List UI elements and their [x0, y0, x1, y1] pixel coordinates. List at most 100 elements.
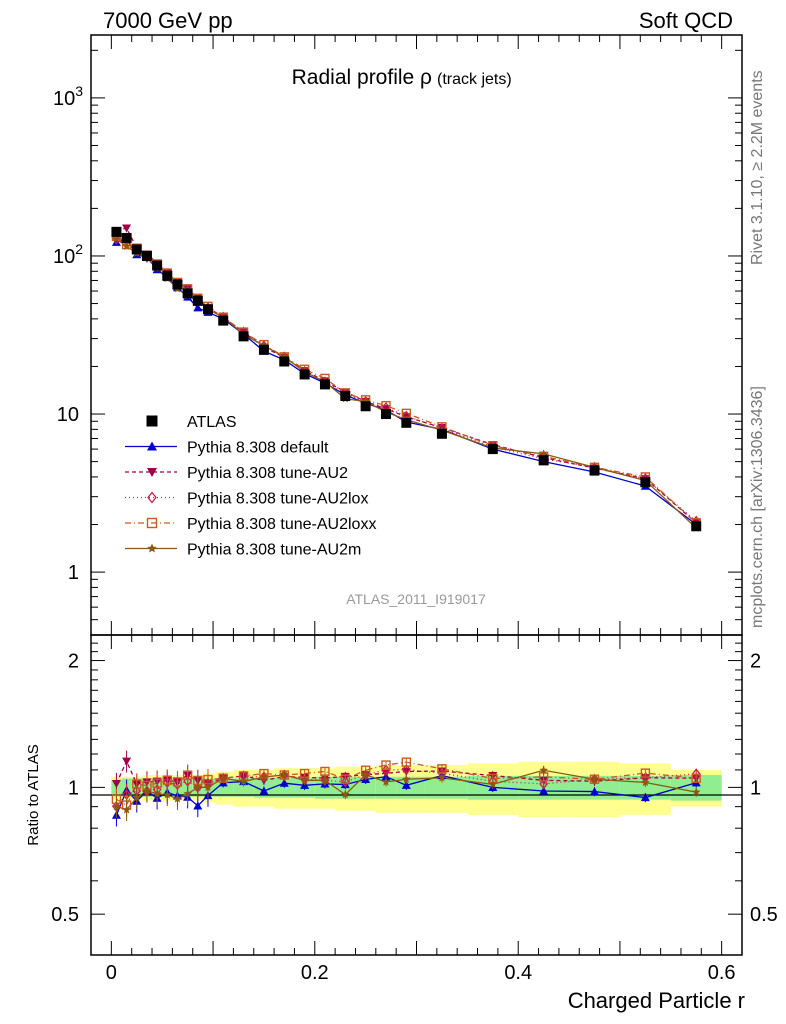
- legend-marker: [146, 517, 158, 529]
- ratio-series-4-point: [239, 777, 248, 786]
- main-series-line-4: [116, 238, 697, 529]
- ratio-series-4-point: [279, 770, 289, 779]
- atlas-data-point: [691, 521, 702, 532]
- legend-marker: [147, 491, 157, 504]
- ratio-series-0-point: [401, 780, 411, 789]
- main-series-0-point: [111, 237, 121, 246]
- ratio-series-1-point: [122, 757, 132, 766]
- ratio-series-4-point: [163, 790, 172, 799]
- chart-subtitle: (track jets): [437, 71, 512, 88]
- ratio-series-1-point: [111, 779, 121, 789]
- ratio-series-4-point: [183, 789, 192, 798]
- ratio-series-0-point: [590, 787, 600, 796]
- ratio-series-2-point: [340, 776, 350, 788]
- atlas-data-point: [192, 295, 203, 306]
- atlas-data-point: [640, 477, 651, 488]
- ratio-series-4-point: [539, 765, 548, 774]
- ratio-series-4-point: [152, 789, 162, 798]
- main-y-tick-label: 102: [53, 241, 83, 268]
- main-axes: 1 10 102 103: [53, 35, 742, 636]
- ratio-series-4-point: [203, 782, 213, 792]
- ratio-panel: 0.5 0.5 1 1 2 2 Ratio to ATLAS: [25, 634, 778, 956]
- main-series-1-point: [122, 224, 132, 233]
- ratio-series-0-point: [640, 793, 650, 802]
- ratio-series-2-point: [539, 778, 549, 790]
- legend-label: Pythia 8.308 tune-AU2loxx: [187, 516, 376, 533]
- ratio-inner-band-bin: [375, 776, 397, 799]
- header-right-label: Soft QCD: [639, 8, 733, 33]
- x-tick-label: 0: [106, 962, 117, 984]
- atlas-data-point: [340, 391, 351, 402]
- legend-label: Pythia 8.308 tune-AU2: [187, 465, 348, 482]
- atlas-data-point: [380, 409, 391, 420]
- atlas-data-point: [121, 232, 132, 243]
- legend-label: ATLAS: [187, 414, 237, 431]
- ratio-series-3-point: [182, 770, 193, 780]
- ratio-series-3-point: [437, 764, 447, 774]
- atlas-data-point: [238, 331, 249, 342]
- main-series-line-1: [116, 227, 697, 524]
- analysis-id: ATLAS_2011_I919017: [346, 591, 486, 607]
- ratio-series-4-point: [259, 772, 269, 781]
- ratio-series-3-point: [340, 774, 350, 784]
- legend-label: Pythia 8.308 tune-AU2lox: [187, 491, 368, 508]
- ratio-series-4-point: [381, 777, 391, 786]
- ratio-series-4-point: [173, 794, 182, 803]
- ratio-series-4-point: [488, 779, 498, 788]
- ratio-series-line-2: [115, 768, 697, 807]
- ratio-y-tick-label: 0.5: [51, 904, 79, 926]
- ratio-series-4-point: [122, 805, 131, 814]
- main-y-tick-label: 103: [53, 83, 83, 110]
- legend-marker: [147, 543, 157, 553]
- mcplots-side-label: mcplots.cern.ch [arXiv:1306.3436]: [749, 386, 766, 628]
- ratio-series-3-point: [640, 768, 651, 778]
- atlas-data-point: [299, 369, 310, 380]
- ratio-series-4-point: [691, 787, 701, 796]
- ratio-series-4-point: [590, 774, 599, 783]
- main-series-lines: [116, 227, 697, 529]
- x-tick-labels: 0 0.2 0.4 0.6: [106, 962, 736, 984]
- ratio-series-4-point: [218, 773, 228, 782]
- ratio-series-line-3: [116, 761, 697, 806]
- main-series-markers: [111, 224, 702, 532]
- ratio-series-4-point: [132, 793, 142, 802]
- atlas-data-point: [172, 279, 183, 290]
- atlas-data-point: [111, 226, 122, 237]
- atlas-data-point: [589, 465, 600, 476]
- ratio-series-0-point: [539, 786, 549, 795]
- ratio-y-axis-label: Ratio to ATLAS: [25, 744, 42, 845]
- atlas-data-point: [152, 260, 163, 271]
- chart-title: Radial profile ρ: [292, 66, 432, 89]
- atlas-data-point: [141, 250, 152, 261]
- ratio-series-2-point: [401, 764, 411, 776]
- atlas-data-point: [401, 417, 412, 428]
- legend-marker: [147, 468, 157, 477]
- ratio-inner-band-bin: [233, 778, 254, 797]
- ratio-series-3-point: [172, 777, 183, 787]
- ratio-series-0-point: [193, 801, 203, 810]
- legend-label: Pythia 8.308 default: [187, 440, 329, 457]
- ratio-series-4-point: [142, 786, 152, 795]
- ratio-series-4-point: [300, 775, 309, 784]
- ratio-series-4-point: [193, 782, 203, 792]
- x-tick-label: 0.4: [504, 962, 532, 984]
- ratio-y-tick-label: 1: [68, 777, 79, 799]
- ratio-y-tick-label-right: 2: [750, 651, 761, 673]
- atlas-data-point: [487, 444, 498, 455]
- main-y-tick-label: 1: [68, 562, 79, 584]
- main-series-4-point: [112, 234, 121, 243]
- atlas-data-point: [279, 356, 290, 367]
- ratio-inner-band-bin: [355, 776, 376, 799]
- main-series-0-point: [193, 303, 203, 312]
- ratio-inner-band-bin: [424, 776, 468, 799]
- ratio-series-4-point: [112, 801, 121, 810]
- x-tick-label: 0.6: [708, 962, 736, 984]
- ratio-series-4-point: [437, 773, 447, 782]
- atlas-data-point: [218, 315, 229, 326]
- ratio-series-4-point: [402, 774, 411, 783]
- rivet-side-label: Rivet 3.1.10, ≥ 2.2M events: [749, 70, 766, 265]
- ratio-error-band: [111, 761, 722, 818]
- ratio-series-4-point: [361, 770, 370, 779]
